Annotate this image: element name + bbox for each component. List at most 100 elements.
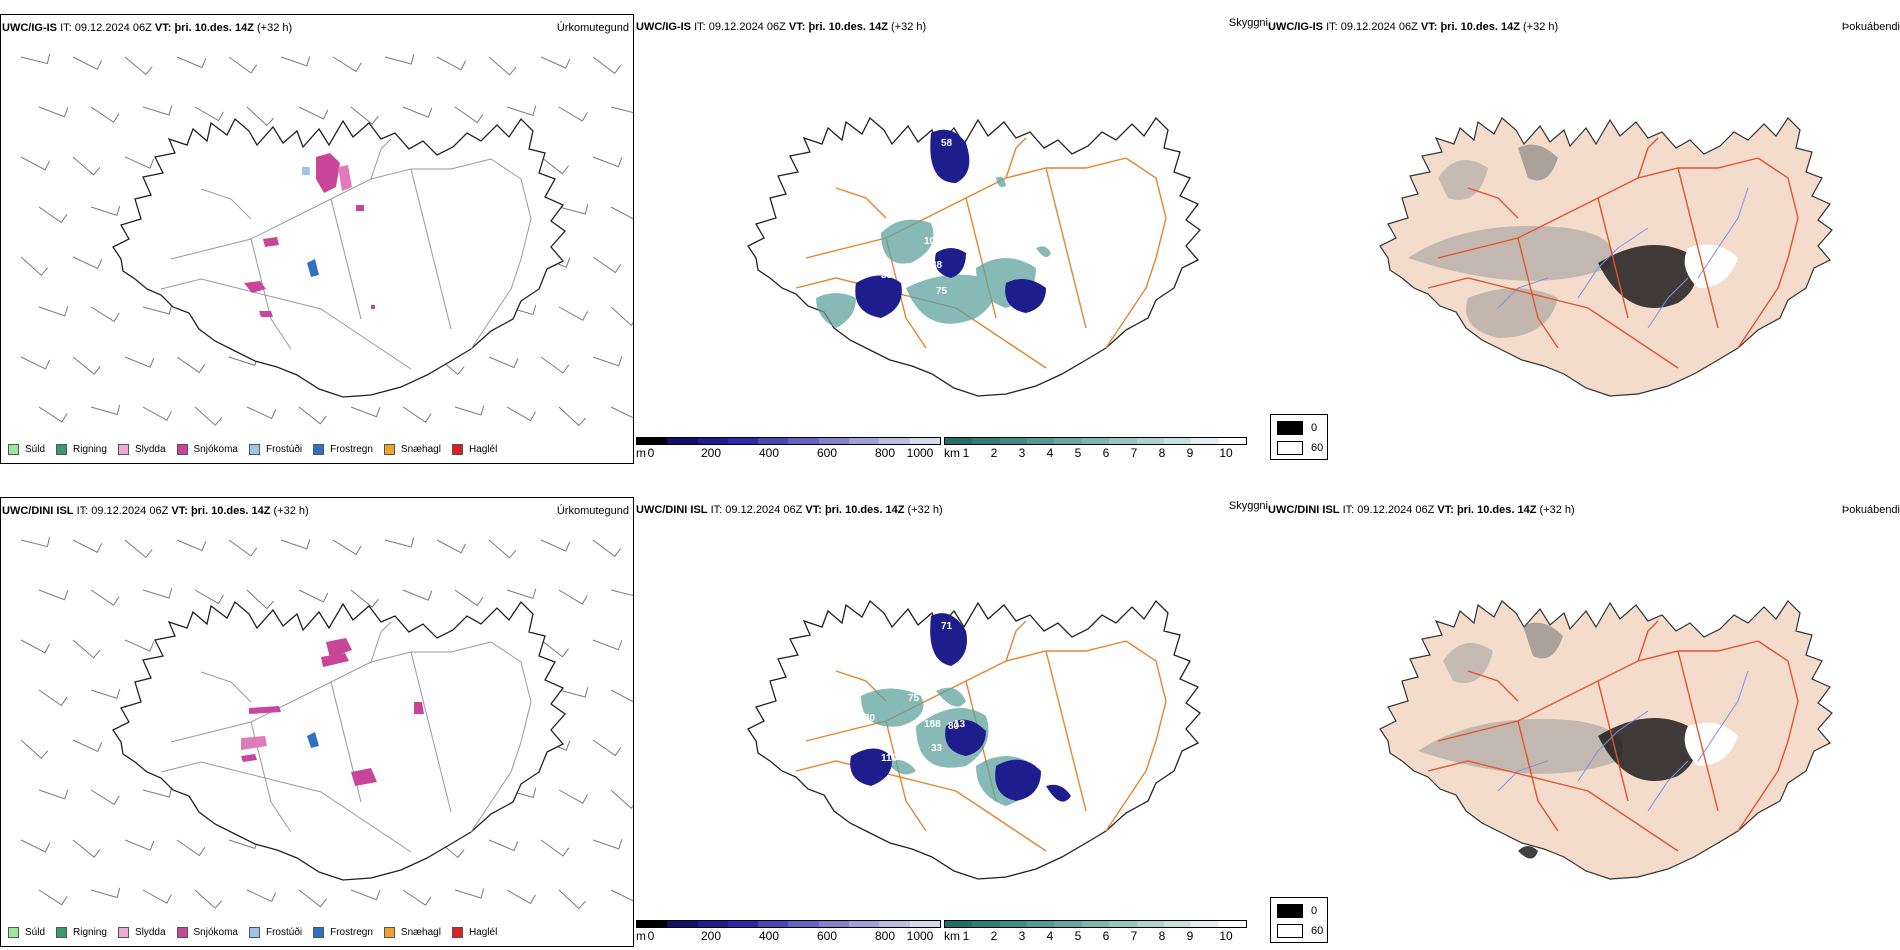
road-segment bbox=[1045, 167, 1087, 329]
river-segment bbox=[1647, 760, 1689, 812]
rivers bbox=[1497, 670, 1749, 812]
cloud-base-tick: 0 bbox=[647, 446, 655, 460]
wind-barb bbox=[124, 156, 155, 169]
legend-swatch bbox=[117, 444, 129, 455]
wind-barb bbox=[20, 536, 51, 548]
wind-barb bbox=[246, 406, 277, 420]
wind-barb bbox=[194, 406, 223, 426]
wind-barb bbox=[350, 406, 381, 418]
wind-barb bbox=[176, 539, 207, 552]
river-segment bbox=[1577, 710, 1649, 782]
road-segment bbox=[200, 188, 252, 220]
cloud-base-tick: 400 bbox=[758, 446, 780, 460]
cloud-base-label: 80 bbox=[948, 721, 960, 732]
legend-label: Snæhagl bbox=[400, 927, 441, 938]
wind-barb bbox=[246, 889, 277, 903]
cloud-base-label: 74 bbox=[971, 178, 983, 189]
wind-barb bbox=[540, 156, 569, 175]
visibility-tick: 5 bbox=[1074, 929, 1082, 943]
wind-barb bbox=[402, 106, 433, 118]
river-segment bbox=[1697, 670, 1749, 762]
precip-panel-row2: UWC/DINI ISL IT: 09.12.2024 06Z VT: þri.… bbox=[0, 497, 634, 947]
cloud-base-label: 86 bbox=[1032, 258, 1044, 269]
cloud-base-label: 2 bbox=[864, 230, 870, 241]
wind-barb bbox=[610, 689, 633, 704]
cloud-base-label: 75 bbox=[936, 286, 948, 297]
wind-barb bbox=[124, 639, 155, 652]
visibility-tick: 2 bbox=[990, 929, 998, 943]
legend-label: Slydda bbox=[134, 444, 166, 455]
cloud-base-tick: 600 bbox=[816, 929, 838, 943]
wind-barb bbox=[72, 156, 101, 176]
road-segment bbox=[200, 671, 252, 703]
road-segment bbox=[1427, 277, 1679, 369]
cloud-base-tick: 200 bbox=[700, 446, 722, 460]
wind-barb bbox=[20, 53, 51, 65]
legend-item: Slydda bbox=[117, 444, 166, 455]
fog-areas bbox=[1418, 622, 1738, 859]
rivers bbox=[1497, 187, 1749, 329]
road-segment bbox=[370, 138, 392, 180]
wind-barb bbox=[298, 589, 329, 603]
wind-barb bbox=[436, 56, 467, 71]
wind-barb bbox=[72, 356, 101, 375]
wind-barb bbox=[558, 589, 588, 605]
legend-swatch bbox=[383, 927, 395, 938]
wind-barb bbox=[176, 839, 206, 857]
road-segment bbox=[885, 720, 927, 832]
cloud-base-label: 1 bbox=[895, 190, 901, 201]
road-segment bbox=[1105, 157, 1167, 349]
river-segment bbox=[1697, 187, 1749, 279]
wind-barb bbox=[506, 406, 536, 422]
cloud-base-tick: 800 bbox=[874, 929, 896, 943]
wind-barb bbox=[610, 406, 633, 420]
visibility-tick: 4 bbox=[1046, 446, 1054, 460]
legend-item: Frostregn bbox=[313, 444, 373, 455]
wind-barb bbox=[142, 787, 173, 798]
visibility-tick: 6 bbox=[1102, 929, 1110, 943]
wind-barb bbox=[142, 105, 173, 116]
wind-barb bbox=[142, 889, 172, 904]
road-segment bbox=[835, 187, 887, 219]
wind-barb bbox=[558, 406, 586, 427]
fog-legend-row2: 0 60 bbox=[1270, 897, 1328, 943]
legend-item: Snjókoma bbox=[176, 444, 238, 455]
wind-barb bbox=[176, 356, 206, 374]
panel-header: UWC/DINI ISL IT: 09.12.2024 06Z VT: þri.… bbox=[1268, 504, 1575, 516]
wind-barb bbox=[298, 106, 329, 120]
river-segment bbox=[1497, 760, 1549, 792]
wind-barb bbox=[72, 639, 101, 659]
wind-barb bbox=[384, 54, 415, 65]
cloud-base-unit: m bbox=[636, 446, 646, 460]
wind-barb bbox=[298, 889, 327, 908]
wind-barb bbox=[454, 589, 484, 607]
wind-barb bbox=[280, 56, 311, 67]
road-segment bbox=[1637, 137, 1659, 179]
wind-barb bbox=[592, 56, 622, 75]
visibility-tick: 7 bbox=[1130, 929, 1138, 943]
wind-barb bbox=[246, 106, 274, 127]
wind-barb bbox=[20, 156, 51, 171]
wind-barb bbox=[72, 256, 103, 270]
cloud-base-strip bbox=[636, 437, 941, 445]
wind-barb bbox=[558, 204, 589, 215]
wind-barb bbox=[176, 56, 207, 69]
cloud-base-label: 35 bbox=[881, 270, 893, 281]
visibility-tick: 9 bbox=[1186, 446, 1194, 460]
wind-barb bbox=[90, 887, 121, 899]
wind-barb bbox=[246, 589, 274, 610]
iceland-coastline bbox=[747, 116, 1201, 397]
wind-barb bbox=[592, 539, 622, 558]
road-segment bbox=[470, 158, 532, 350]
road-segment bbox=[1597, 197, 1629, 319]
road-segment bbox=[1597, 680, 1629, 802]
precip-type-legend: Súld Rigning Slydda Snjókoma Frostúði Fr… bbox=[8, 444, 508, 455]
visibility-tick: 10 bbox=[1219, 929, 1233, 943]
wind-barb bbox=[90, 205, 121, 217]
legend-label: Frostúði bbox=[265, 444, 303, 455]
road-segment bbox=[1677, 650, 1719, 812]
wind-barb bbox=[72, 839, 101, 858]
cloud-base-tick: 1000 bbox=[906, 929, 934, 943]
visibility-tick: 9 bbox=[1186, 929, 1194, 943]
